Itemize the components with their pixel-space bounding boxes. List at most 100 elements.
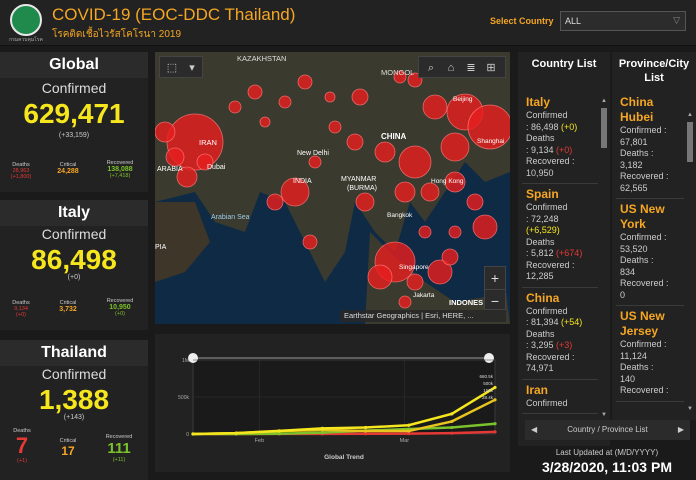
map-label: INDONES — [449, 298, 484, 307]
deaths-label: Deaths — [526, 236, 555, 247]
map-toolbar-left: ⬚ ▾ — [159, 56, 203, 78]
deaths-label: Deaths : — [620, 362, 654, 372]
data-point — [493, 430, 497, 434]
deaths-value: 140 — [620, 373, 636, 384]
scroll-up-icon[interactable]: ▲ — [601, 98, 607, 104]
case-bubble[interactable] — [393, 70, 407, 84]
case-bubble[interactable] — [165, 147, 185, 167]
country-list-item[interactable]: Spain Confirmed: 72,248 (+6,529) Deaths: 5… — [522, 184, 598, 288]
case-bubble[interactable] — [328, 120, 342, 134]
scroll-down-icon[interactable]: ▼ — [601, 412, 607, 418]
zoom-out-button[interactable]: − — [485, 289, 505, 311]
italy-deaths-label: Deaths — [12, 300, 30, 306]
case-bubble[interactable] — [466, 193, 484, 211]
list-tab-label: Country / Province List — [567, 425, 648, 434]
case-bubble[interactable] — [346, 133, 364, 151]
chevron-down-icon: ▽ — [673, 15, 680, 25]
case-bubble[interactable] — [472, 214, 498, 240]
case-bubble[interactable] — [308, 155, 322, 169]
time-slider-handle[interactable] — [484, 353, 494, 363]
italy-panel: Italy Confirmed 86,498 (+0) Deaths 9,134… — [0, 200, 148, 330]
case-bubble[interactable] — [394, 181, 416, 203]
country-list-item[interactable]: China Confirmed: 81,394 (+54) Deaths: 3,29… — [522, 288, 598, 380]
case-bubble[interactable] — [398, 295, 412, 309]
province-list: China Hubei Confirmed :67,801 Deaths :3,18… — [616, 92, 684, 416]
search-icon[interactable]: ⌕ — [427, 62, 435, 74]
country-select[interactable]: ALL ▽ — [560, 11, 686, 31]
country-list-item[interactable]: Italy Confirmed: 86,498 (+0) Deaths: 9,134… — [522, 92, 598, 184]
country-list-panel: Country List Italy Confirmed: 86,498 (+0)… — [518, 52, 610, 446]
country-name: Iran — [526, 382, 549, 397]
data-point — [407, 423, 411, 427]
case-bubble[interactable] — [196, 153, 214, 171]
case-bubble[interactable] — [324, 91, 336, 103]
thailand-title: Thailand — [0, 340, 148, 366]
case-bubble[interactable] — [259, 116, 271, 128]
province-list-item[interactable]: China Hubei Confirmed :67,801 Deaths :3,18… — [616, 92, 684, 199]
case-bubble[interactable] — [297, 74, 313, 90]
case-bubble[interactable] — [440, 132, 470, 162]
basemap-gallery-icon[interactable]: ⊞ — [486, 62, 496, 74]
case-bubble[interactable] — [441, 248, 459, 266]
case-bubble[interactable] — [266, 193, 284, 211]
case-bubble[interactable] — [374, 141, 396, 163]
case-bubble[interactable] — [444, 171, 466, 193]
home-icon[interactable]: ⌂ — [447, 62, 455, 74]
scroll-thumb[interactable] — [601, 108, 607, 148]
time-slider-handle[interactable] — [188, 353, 198, 363]
map-label: MONGOL — [381, 68, 415, 77]
case-bubble[interactable] — [351, 88, 369, 106]
scroll-up-icon[interactable]: ▲ — [687, 112, 693, 118]
country-list-item[interactable]: Iran Confirmed — [522, 380, 598, 414]
thailand-deaths-delta: (+1) — [17, 458, 27, 464]
data-point — [493, 398, 497, 402]
chevron-down-icon[interactable]: ▾ — [189, 62, 195, 74]
case-bubble[interactable] — [302, 234, 318, 250]
country-list-scrollbar[interactable]: ▲ ▼ — [600, 98, 608, 418]
recovered-label: Recovered : — [620, 278, 669, 288]
case-bubble[interactable] — [398, 145, 432, 179]
case-bubble[interactable] — [467, 104, 510, 150]
ddc-logo — [10, 4, 42, 36]
case-bubble[interactable] — [406, 273, 424, 291]
select-icon[interactable]: ⬚ — [166, 62, 178, 74]
case-bubble[interactable] — [418, 225, 432, 239]
province-list-item[interactable]: US New Jersey Confirmed :11,124 Deaths :14… — [616, 306, 684, 402]
deaths-value: : 5,812 — [526, 248, 554, 258]
case-bubble[interactable] — [247, 84, 263, 100]
case-bubble[interactable] — [367, 264, 393, 290]
scroll-thumb[interactable] — [687, 122, 693, 162]
case-bubbles — [155, 70, 510, 309]
confirmed-value: 67,801 — [620, 136, 648, 147]
deaths-label: Deaths : — [620, 255, 654, 265]
deaths-label: Deaths : — [620, 148, 654, 158]
case-bubble[interactable] — [422, 94, 448, 120]
case-bubble[interactable] — [176, 166, 198, 188]
zoom-in-button[interactable]: + — [490, 270, 500, 286]
layers-icon[interactable]: ≣ — [466, 62, 476, 74]
case-bubble[interactable] — [155, 121, 176, 143]
confirmed-line: : 81,394 (+54) — [526, 317, 594, 329]
case-bubble[interactable] — [355, 192, 375, 212]
case-bubble[interactable] — [420, 182, 440, 202]
deaths-delta: (+674) — [556, 248, 583, 258]
prev-tab-button[interactable]: ◀ — [531, 425, 538, 434]
thailand-confirmed-label: Confirmed — [41, 366, 107, 382]
global-recovered: Recovered 138,088 (+7,418) — [100, 160, 140, 179]
italy-critical-label: Critical — [59, 300, 77, 306]
data-point — [277, 432, 281, 436]
world-map[interactable]: KAZAKHSTAN MONGOL CHINA IRAN INDIA New D… — [155, 52, 510, 324]
province-list-scrollbar[interactable]: ▲ ▼ — [686, 112, 694, 412]
next-tab-button[interactable]: ▶ — [677, 425, 684, 434]
case-bubble[interactable] — [228, 100, 242, 114]
case-bubble[interactable] — [448, 225, 462, 239]
italy-deaths-delta: (+0) — [16, 312, 26, 318]
deaths-value: : 9,134 — [526, 144, 554, 155]
confirmed-label: Confirmed : — [620, 232, 667, 242]
case-bubble[interactable] — [427, 259, 453, 285]
province-list-item[interactable]: US New York Confirmed :53,520 Deaths :834 R… — [616, 199, 684, 306]
thailand-deaths-label: Deaths — [13, 428, 31, 434]
case-bubble[interactable] — [278, 95, 292, 109]
scroll-down-icon[interactable]: ▼ — [687, 406, 693, 412]
case-bubble[interactable] — [280, 177, 310, 207]
